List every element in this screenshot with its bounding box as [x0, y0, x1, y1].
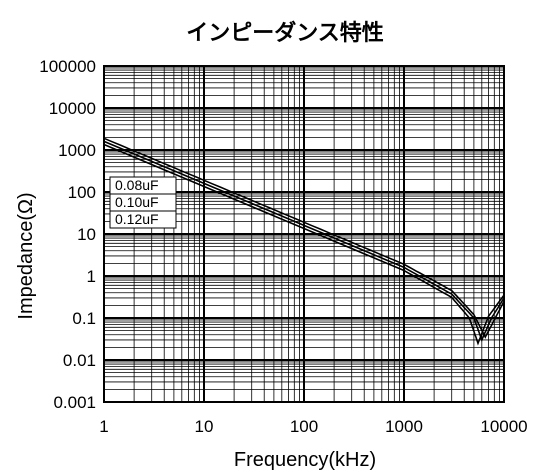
legend-item-label: 0.12uF: [115, 211, 159, 227]
legend-item-label: 0.10uF: [115, 194, 159, 210]
x-tick-label: 100: [290, 417, 318, 436]
y-tick-label: 10000: [49, 99, 96, 118]
chart-title: インピーダンス特性: [186, 20, 384, 46]
legend-item-label: 0.08uF: [115, 177, 159, 193]
series-line: [103, 143, 505, 346]
series-line: [103, 137, 505, 339]
y-tick-labels: 100000 10000 1000 100 10 1 0.1 0.01 0.001: [39, 57, 96, 412]
y-tick-label: 0.1: [72, 309, 96, 328]
series-line: [103, 140, 505, 343]
x-tick-label: 10000: [480, 417, 527, 436]
x-tick-label: 10: [195, 417, 214, 436]
y-tick-label: 1000: [58, 141, 96, 160]
grid: [103, 66, 504, 403]
y-tick-label: 0.01: [63, 351, 96, 370]
y-tick-label: 100: [68, 183, 96, 202]
y-tick-label: 0.001: [53, 393, 96, 412]
y-tick-label: 1: [87, 267, 96, 286]
x-tick-label: 1: [99, 417, 108, 436]
y-tick-label: 100000: [39, 57, 96, 76]
y-axis-label: Impedance(Ω): [15, 192, 37, 319]
legend-item-box: [109, 210, 177, 229]
plot-frame: [103, 65, 505, 403]
x-axis-label: Frequency(kHz): [234, 449, 376, 471]
y-tick-label: 10: [77, 225, 96, 244]
x-tick-labels: 1 10 100 1000 10000: [99, 417, 527, 436]
x-tick-label: 1000: [385, 417, 423, 436]
series-lines: [103, 137, 505, 346]
